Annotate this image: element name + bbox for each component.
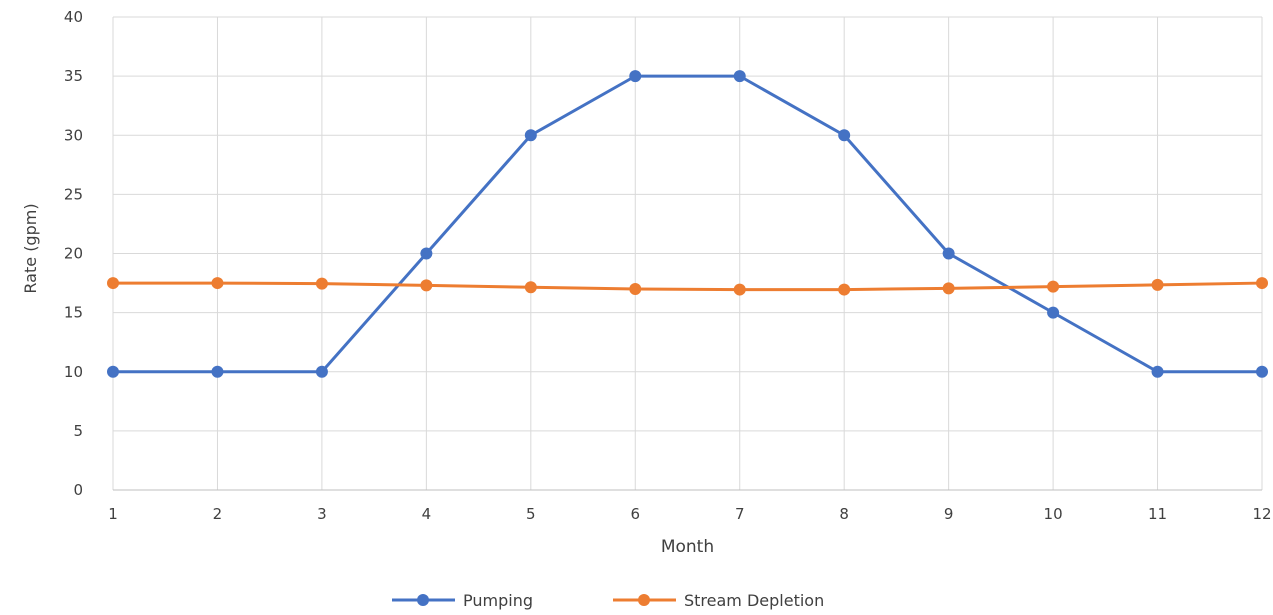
series-line	[113, 281, 1263, 292]
data-point	[420, 247, 433, 260]
legend-swatch-marker	[417, 594, 429, 606]
data-point	[107, 277, 119, 290]
data-point	[838, 129, 851, 142]
data-point	[420, 279, 433, 292]
legend-swatch-marker	[638, 594, 650, 606]
x-tick-label: 11	[1148, 505, 1167, 523]
data-point	[1047, 280, 1060, 293]
y-tick-label: 10	[64, 363, 83, 381]
x-tick-label: 12	[1252, 505, 1271, 523]
y-tick-label: 30	[64, 126, 83, 144]
data-point	[1256, 365, 1268, 378]
x-tick-label: 7	[735, 505, 745, 523]
y-tick-label: 35	[64, 67, 83, 85]
data-point	[629, 70, 642, 83]
data-point	[315, 277, 328, 290]
x-axis-title: Month	[661, 537, 714, 557]
data-point	[1151, 278, 1164, 291]
data-point	[942, 282, 955, 295]
x-tick-label: 3	[317, 505, 327, 523]
x-tick-label: 1	[108, 505, 118, 523]
data-point	[629, 282, 642, 295]
x-tick-label: 6	[630, 505, 640, 523]
y-tick-label: 5	[73, 422, 83, 440]
y-tick-label: 0	[73, 481, 83, 499]
series-lines	[107, 70, 1268, 378]
x-tick-label: 8	[839, 505, 849, 523]
legend: Pumping Stream Depletion	[392, 591, 824, 610]
data-point	[107, 365, 119, 378]
y-tick-label: 20	[64, 245, 83, 263]
data-point	[733, 283, 746, 296]
x-tick-label: 4	[422, 505, 432, 523]
y-axis-title: Rate (gpm)	[21, 203, 40, 293]
legend-label: Stream Depletion	[684, 591, 824, 610]
data-point	[524, 129, 537, 142]
data-point	[942, 247, 955, 260]
y-tick-label: 15	[64, 304, 83, 322]
data-point	[1256, 277, 1268, 290]
x-tick-label: 10	[1044, 505, 1063, 523]
data-point	[838, 283, 851, 296]
grid	[112, 16, 1263, 490]
data-point	[1047, 306, 1060, 319]
data-point	[211, 365, 224, 378]
data-point	[211, 277, 224, 290]
series-line	[113, 74, 1262, 374]
legend-label: Pumping	[463, 591, 533, 610]
x-tick-label: 5	[526, 505, 536, 523]
data-point	[733, 70, 746, 83]
data-point	[524, 281, 537, 294]
data-point	[1151, 365, 1164, 378]
x-tick-label: 2	[213, 505, 223, 523]
y-tick-label: 40	[64, 8, 83, 26]
x-tick-label: 9	[944, 505, 954, 523]
y-tick-label: 25	[64, 185, 83, 203]
data-point	[315, 365, 328, 378]
